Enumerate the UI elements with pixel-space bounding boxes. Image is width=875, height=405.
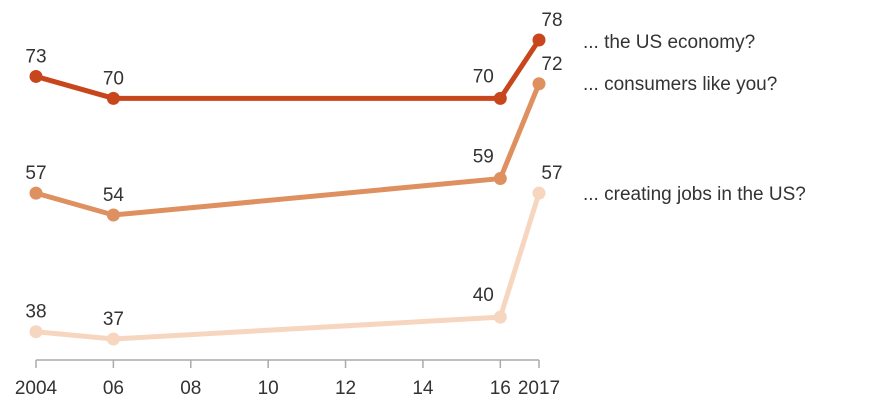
series-label-2: ... creating jobs in the US? [583,184,806,205]
data-label-s1-2016: 59 [473,147,494,168]
series-line-1 [33,81,542,218]
series-label-0: ... the US economy? [583,32,755,53]
x-tick-label-06: 06 [103,378,124,399]
data-label-s2-2006: 37 [103,309,124,330]
data-label-s1-2004: 57 [25,163,46,184]
x-axis-ticks: 2004 06 08 10 12 14 16 2017 [15,360,560,399]
data-label-s2-2016: 40 [473,285,494,306]
series-line-2 [33,190,542,342]
point-s1-2017 [532,77,546,91]
point-s1-2004 [29,186,43,200]
data-label-s2-2004: 38 [25,302,46,323]
series-layer [29,33,546,346]
point-s2-2016 [493,310,507,324]
series-line-0 [33,37,542,101]
point-s0-2006 [106,91,120,105]
series-label-1: ... consumers like you? [583,74,777,95]
data-label-s2-2017: 57 [541,163,562,184]
point-s2-2006 [106,332,120,346]
x-tick-label-14: 14 [412,378,434,399]
x-tick-label-2017: 2017 [518,378,560,399]
point-s1-2006 [106,208,120,222]
data-label-s0-2006: 70 [103,68,124,89]
data-label-s1-2017: 72 [541,54,562,75]
point-s1-2016 [493,172,507,186]
point-s2-2017 [532,186,546,200]
x-tick-label-12: 12 [335,378,356,399]
data-label-s0-2017: 78 [541,10,562,31]
series-labels: ... the US economy? ... consumers like yo… [583,32,806,205]
data-labels: 73 70 70 78 57 54 59 72 38 37 40 57 [25,10,562,330]
x-tick-label-2004: 2004 [15,378,58,399]
x-tick-label-08: 08 [180,378,201,399]
point-s0-2017 [532,33,546,47]
data-label-s1-2006: 54 [103,185,125,206]
data-label-s0-2004: 73 [25,46,46,67]
point-s2-2004 [29,325,43,339]
x-tick-label-16: 16 [490,378,511,399]
x-tick-label-10: 10 [258,378,279,399]
point-s0-2016 [493,91,507,105]
point-s0-2004 [29,69,43,83]
data-label-s0-2016: 70 [473,66,494,87]
